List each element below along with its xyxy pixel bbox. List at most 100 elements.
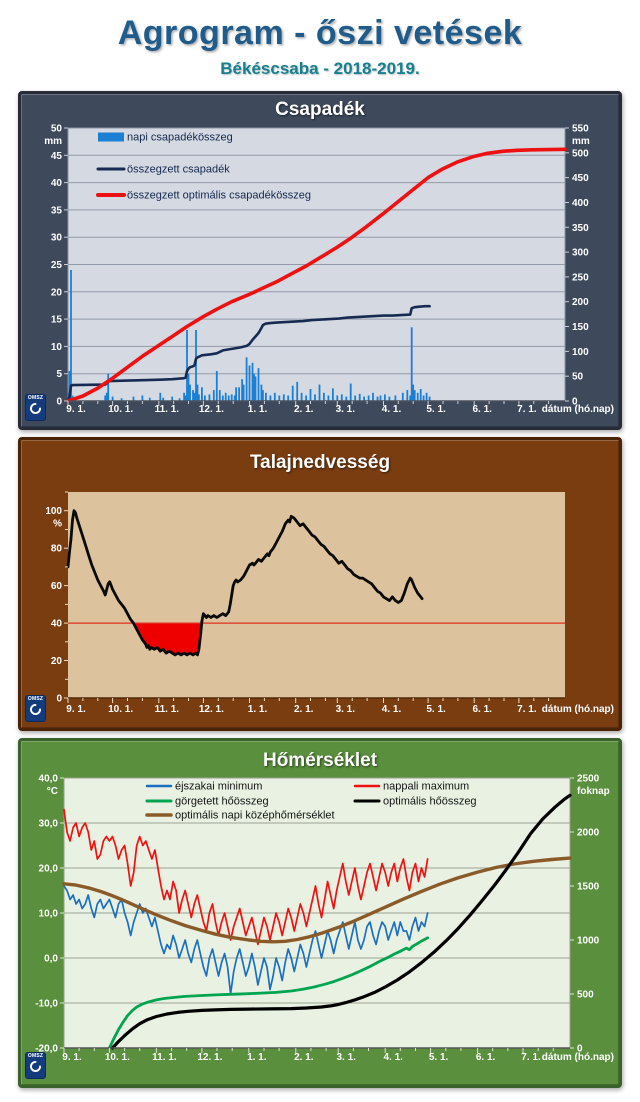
svg-text:12. 1.: 12. 1. <box>199 704 224 715</box>
legend: éjszakai minimum nappali maximum görgetett… <box>145 781 477 822</box>
svg-text:-10,0: -10,0 <box>35 999 58 1010</box>
precipitation-chart: 50454035302520151050mm550500450400350300… <box>44 124 614 416</box>
optimal-heat-sum-line <box>110 793 572 1050</box>
svg-text:0: 0 <box>572 397 578 408</box>
left-axis-labels: 100 80 60 40 20 0% <box>45 491 68 705</box>
svg-text:100: 100 <box>572 347 589 358</box>
svg-text:40,0: 40,0 <box>39 774 59 785</box>
svg-text:°C: °C <box>47 786 58 797</box>
svg-text:100: 100 <box>45 506 62 517</box>
svg-text:40: 40 <box>51 178 63 189</box>
svg-text:1. 1.: 1. 1. <box>248 704 268 715</box>
omsz-logo: OMSZ <box>25 1052 46 1079</box>
omsz-logo-text: OMSZ <box>27 395 44 401</box>
daily-maximum-line <box>63 808 429 946</box>
precipitation-panel-title: Csapadék <box>275 99 365 120</box>
svg-text:10,0: 10,0 <box>39 909 59 920</box>
legend: napi csapadékösszeg összegzett csapadék ös… <box>96 132 311 202</box>
svg-text:350: 350 <box>572 223 589 234</box>
night-minimum-line <box>63 885 429 995</box>
svg-text:20: 20 <box>51 287 63 298</box>
svg-text:6. 1.: 6. 1. <box>472 704 492 715</box>
svg-text:550: 550 <box>572 124 589 135</box>
svg-text:1500: 1500 <box>577 882 600 893</box>
svg-text:10: 10 <box>51 342 63 353</box>
svg-text:4. 1.: 4. 1. <box>382 704 402 715</box>
svg-text:9. 1.: 9. 1. <box>66 404 86 415</box>
svg-text:2000: 2000 <box>577 828 600 839</box>
svg-text:dátum (hó.nap): dátum (hó.nap) <box>542 404 614 415</box>
soil-moisture-chart: 100 80 60 40 20 0% 9. 1. 10. 1. 11. 1. 12. 1. 1. 1… <box>45 491 614 715</box>
svg-text:15: 15 <box>51 315 63 326</box>
svg-text:7. 1.: 7. 1. <box>517 704 537 715</box>
omsz-logo: OMSZ <box>25 695 46 722</box>
svg-text:foknap: foknap <box>577 786 610 797</box>
svg-text:9. 1.: 9. 1. <box>66 704 86 715</box>
legend-label: optimális hőösszeg <box>383 796 477 808</box>
svg-text:mm: mm <box>44 136 62 147</box>
daily-precipitation-bars <box>67 270 431 401</box>
right-axis-labels: 2500 2000 1500 1000 500 0 foknap <box>570 774 610 1055</box>
svg-text:11. 1.: 11. 1. <box>155 404 180 415</box>
soil-moisture-panel-title: Talajnedvesség <box>249 452 391 473</box>
x-axis-labels: 9. 1. 10. 1. 11. 1. 12. 1. 1. 1. 2. 1. 3. 1. 4.… <box>66 401 614 415</box>
optimal-cumulative-precipitation-line <box>66 147 567 403</box>
page-subtitle: Békéscsaba - 2018-2019. <box>220 59 420 78</box>
svg-text:10. 1.: 10. 1. <box>108 704 133 715</box>
svg-text:5. 1.: 5. 1. <box>429 1052 449 1063</box>
legend-label: összegzett csapadék <box>127 164 230 176</box>
svg-text:7. 1.: 7. 1. <box>521 1052 541 1063</box>
omsz-swirl-icon <box>30 402 42 414</box>
soil-moisture-line <box>66 509 424 657</box>
cumulative-precipitation-line <box>66 304 431 402</box>
svg-text:35: 35 <box>51 205 63 216</box>
legend-label: napi csapadékösszeg <box>127 132 233 144</box>
legend-label: optimális napi középhőmérséklet <box>175 810 335 822</box>
svg-text:400: 400 <box>572 198 589 209</box>
omsz-swirl-icon <box>30 703 42 715</box>
svg-text:150: 150 <box>572 322 589 333</box>
temperature-panel-title: Hőmérséklet <box>262 750 378 771</box>
precipitation-panel: Csapadék 50 45 40 35 30 25 20 15 10 5 0 mm 550 500 450… <box>18 91 622 430</box>
svg-text:dátum (hó.nap): dátum (hó.nap) <box>542 704 614 715</box>
svg-text:11. 1.: 11. 1. <box>152 1052 177 1063</box>
svg-text:200: 200 <box>572 297 589 308</box>
svg-text:5: 5 <box>56 369 62 380</box>
svg-text:25: 25 <box>51 260 63 271</box>
optimal-daily-mean-line <box>62 856 572 944</box>
svg-text:12. 1.: 12. 1. <box>197 1052 222 1063</box>
svg-text:80: 80 <box>51 544 63 555</box>
svg-text:20: 20 <box>51 656 63 667</box>
svg-text:0,0: 0,0 <box>44 954 58 965</box>
svg-text:3. 1.: 3. 1. <box>336 704 356 715</box>
svg-text:dátum (hó.nap): dátum (hó.nap) <box>542 1052 614 1063</box>
svg-text:45: 45 <box>51 151 63 162</box>
soil-moisture-panel: Talajnedvesség 100 80 60 40 20 0% 9. 1. 10. 1. 1… <box>18 437 622 731</box>
svg-text:9. 1.: 9. 1. <box>62 1052 82 1063</box>
svg-text:30: 30 <box>51 233 63 244</box>
x-axis-labels: 9. 1. 10. 1. 11. 1. 12. 1. 1. 1. 2. 1. 3. 1. 4.… <box>62 1048 614 1063</box>
svg-text:-20,0: -20,0 <box>35 1044 58 1055</box>
omsz-logo: OMSZ <box>25 394 46 421</box>
svg-text:50: 50 <box>572 372 584 383</box>
svg-text:1. 1.: 1. 1. <box>247 1052 267 1063</box>
svg-text:500: 500 <box>572 148 589 159</box>
svg-text:50: 50 <box>51 124 63 135</box>
svg-text:2. 1.: 2. 1. <box>294 404 314 415</box>
svg-text:450: 450 <box>572 173 589 184</box>
legend-label: görgetett hőösszeg <box>175 796 269 808</box>
svg-text:2. 1.: 2. 1. <box>294 704 314 715</box>
svg-text:30,0: 30,0 <box>39 819 59 830</box>
svg-text:10. 1.: 10. 1. <box>105 1052 130 1063</box>
svg-text:6. 1.: 6. 1. <box>472 404 492 415</box>
svg-text:12. 1.: 12. 1. <box>199 404 224 415</box>
rolling-heat-sum-line <box>108 936 430 1050</box>
legend-label: összegzett optimális csapadékösszeg <box>127 190 311 202</box>
temperature-panel: Hőmérséklet 40,0 30,0 20,0 10,0 0,0 -10,0 -20,… <box>18 738 622 1088</box>
omsz-logo-text: OMSZ <box>27 696 44 702</box>
svg-text:0: 0 <box>577 1044 583 1055</box>
svg-text:6. 1.: 6. 1. <box>476 1052 496 1063</box>
